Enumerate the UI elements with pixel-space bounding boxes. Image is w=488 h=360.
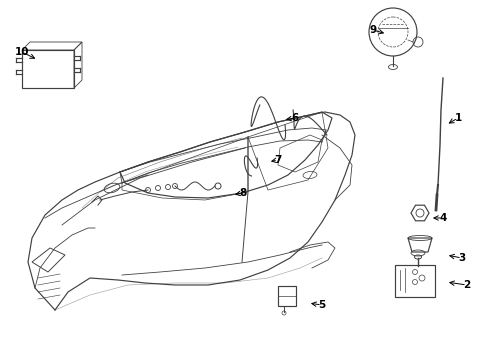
Text: 9: 9: [368, 25, 376, 35]
Text: 4: 4: [438, 213, 446, 223]
Bar: [278, 286, 295, 306]
Text: 3: 3: [457, 253, 465, 263]
Text: 2: 2: [463, 280, 469, 290]
Text: 6: 6: [291, 113, 298, 123]
Text: 10: 10: [15, 47, 29, 57]
Text: 8: 8: [239, 188, 246, 198]
Text: 7: 7: [274, 155, 281, 165]
Bar: [22, 50, 74, 88]
Text: 1: 1: [453, 113, 461, 123]
Text: 5: 5: [318, 300, 325, 310]
Bar: [394, 265, 434, 297]
